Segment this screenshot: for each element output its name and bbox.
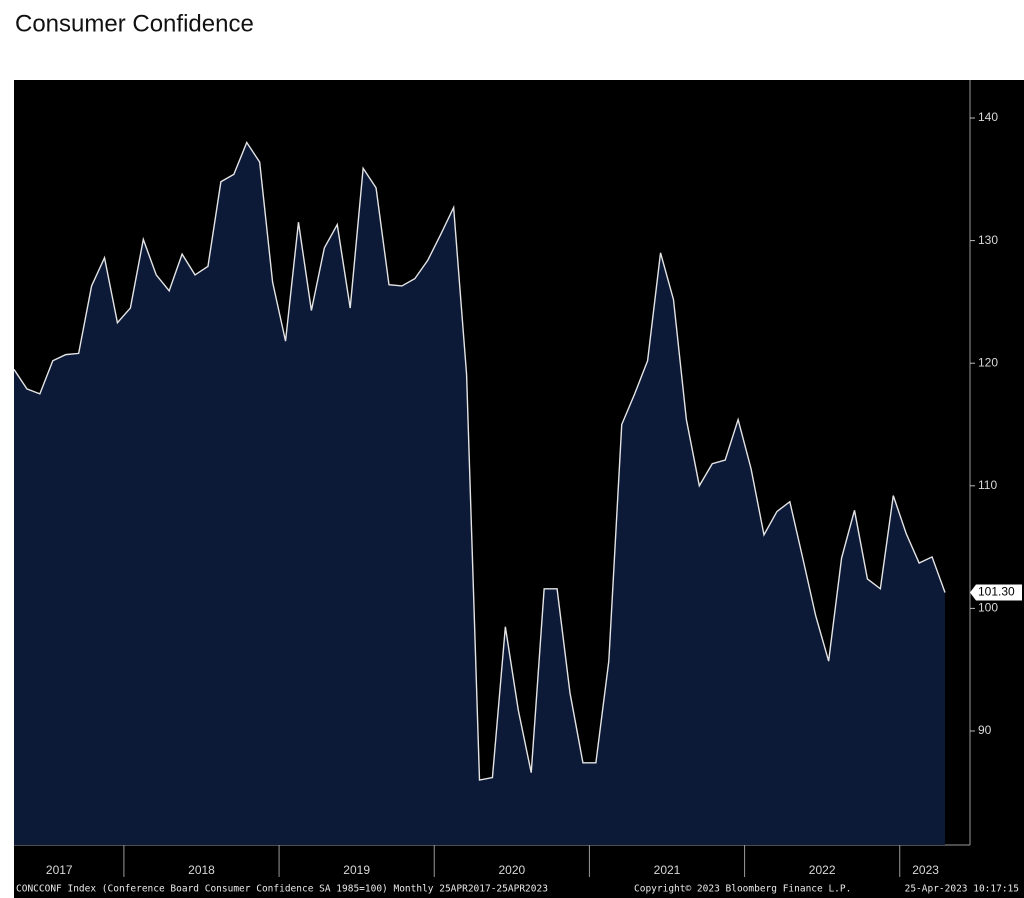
footer-copyright: Copyright© 2023 Bloomberg Finance L.P. [634,884,851,895]
area [14,142,945,845]
x-tick-label: 2017 [46,863,73,877]
x-tick-label: 2022 [809,863,836,877]
chart-title: Consumer Confidence [15,10,254,37]
footer-timestamp: 25-Apr-2023 10:17:15 [905,884,1019,895]
y-tick-label: 110 [978,478,997,492]
y-tick-label: 120 [978,355,998,369]
y-tick-label: 140 [978,110,998,124]
x-tick-label: 2020 [498,863,525,877]
x-tick-label: 2021 [654,863,681,877]
footer-security: CONCCONF Index (Conference Board Consume… [16,884,548,895]
x-tick-label: 2023 [912,863,939,877]
y-tick-label: 100 [978,601,998,615]
x-tick-label: 2019 [343,863,370,877]
last-value-tag [970,584,1022,601]
last-value-label: 101.30 [978,585,1015,599]
line [13,141,946,781]
y-tick-label: 90 [978,723,992,737]
x-tick-label: 2018 [188,863,215,877]
y-tick-label: 130 [978,233,998,247]
